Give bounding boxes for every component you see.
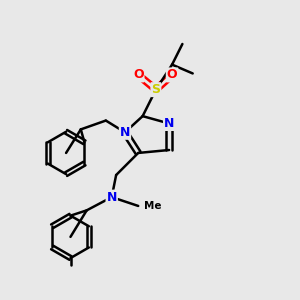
Text: Me: Me — [144, 201, 162, 211]
Text: N: N — [164, 117, 174, 130]
Text: N: N — [106, 190, 117, 204]
Text: O: O — [133, 68, 143, 81]
Text: S: S — [152, 83, 160, 96]
Text: N: N — [120, 126, 130, 139]
Text: O: O — [167, 68, 177, 81]
